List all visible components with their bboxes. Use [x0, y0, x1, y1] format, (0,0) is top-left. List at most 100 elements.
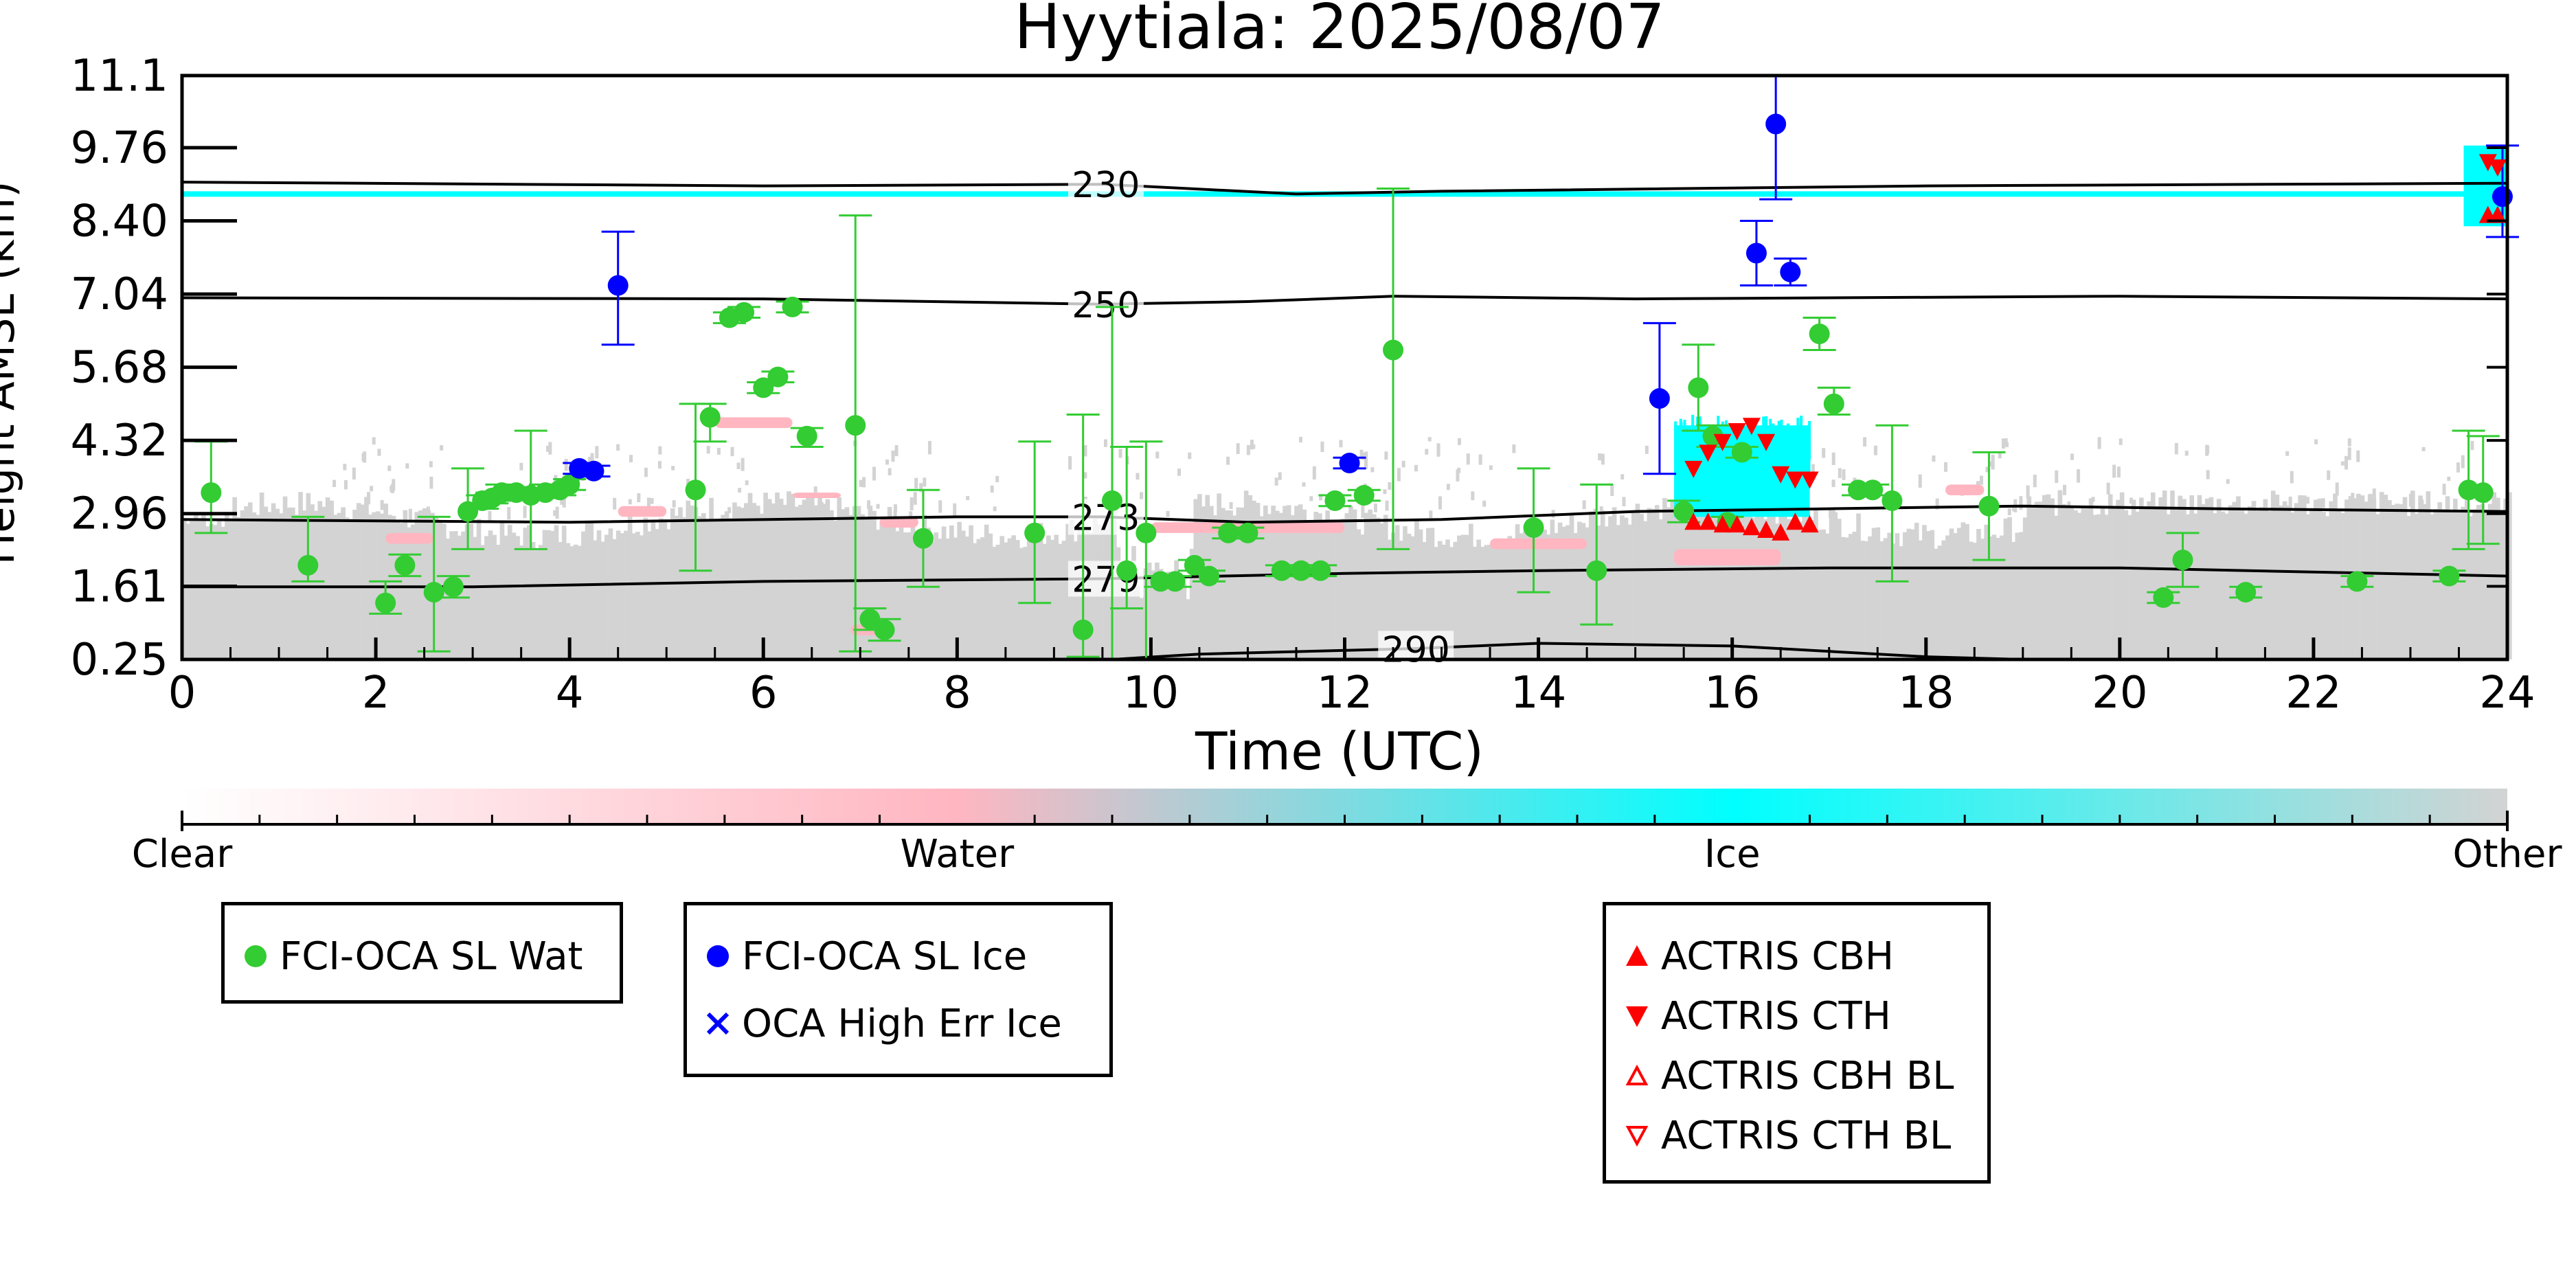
- cloud-other-column: [1817, 530, 1822, 659]
- cloud-other-column: [1991, 534, 1997, 659]
- cloud-other-column: [1166, 572, 1171, 659]
- cloud-other-column: [1809, 519, 1815, 659]
- cloud-other-column: [2387, 500, 2392, 659]
- cloud-other-speck: [1489, 465, 1493, 471]
- data-point: [1383, 339, 1404, 361]
- cloud-other-column: [2371, 497, 2377, 659]
- data-point: [874, 619, 895, 640]
- cloud-other-column: [1581, 523, 1586, 659]
- cloud-other-column: [976, 539, 982, 659]
- x-tick-label: 0: [168, 668, 196, 719]
- cloud-other-speck: [440, 444, 444, 451]
- data-point: [2439, 565, 2460, 587]
- cloud-other-speck: [555, 506, 559, 519]
- cloud-other-column: [445, 538, 451, 659]
- cloud-other-speck: [1873, 445, 1877, 455]
- cloud-other-column: [2131, 499, 2136, 659]
- x-tick-label: 10: [1123, 668, 1179, 719]
- colorbar-label: Water: [901, 832, 1015, 877]
- cloud-other-column: [1306, 521, 1311, 659]
- cloud-other-column: [2213, 513, 2217, 659]
- data-point: [1978, 495, 2000, 517]
- cloud-other-column: [504, 535, 508, 659]
- data-point: [1728, 423, 1746, 441]
- data-point: [1586, 560, 1607, 581]
- cloud-other-column: [817, 493, 822, 659]
- cloud-other-column: [1689, 492, 1695, 659]
- cloud-other-speck: [1822, 448, 1826, 458]
- cloud-other-column: [2224, 513, 2229, 659]
- cloud-other-speck: [2285, 451, 2290, 456]
- cloud-other-speck: [1385, 500, 1389, 511]
- cloud-other-column: [1534, 534, 1539, 659]
- cloud-other-speck: [2442, 484, 2446, 495]
- cloud-other-column: [883, 520, 888, 659]
- cloud-other-speck: [1991, 463, 1995, 470]
- cloud-other-speck: [2206, 470, 2210, 479]
- blue-circle-icon: [694, 936, 742, 977]
- cloud-other-column: [2204, 498, 2210, 659]
- cloud-other-column: [554, 525, 559, 659]
- x-tick-label: 4: [556, 668, 584, 719]
- cloud-ice-speck: [1721, 435, 1724, 486]
- cloud-other-column: [1340, 519, 1346, 659]
- cloud-other-speck: [2026, 485, 2030, 499]
- cloud-other-speck: [2091, 497, 2095, 502]
- cloud-other-speck: [2116, 466, 2121, 478]
- cloud-other-column: [1174, 560, 1179, 659]
- cloud-other-column: [1313, 512, 1319, 659]
- cloud-ice-speck: [1772, 423, 1775, 457]
- cloud-other-speck: [519, 462, 523, 471]
- cloud-other-column: [600, 541, 605, 659]
- x-tick-label: 20: [2092, 668, 2147, 719]
- cloud-other-speck: [2306, 497, 2310, 504]
- cloud-other-column: [674, 515, 679, 659]
- cloud-other-speck: [2033, 475, 2037, 488]
- cloud-other-speck: [352, 467, 356, 480]
- data-point: [394, 554, 416, 576]
- cloud-other-column: [651, 521, 656, 659]
- cloud-other-speck: [657, 461, 662, 469]
- cloud-other-speck: [1601, 453, 1605, 465]
- cloud-other-speck: [1364, 457, 1368, 469]
- cloud-other-speck: [1478, 454, 1482, 465]
- cloud-other-speck: [332, 479, 337, 487]
- cloud-other-column: [2069, 507, 2075, 659]
- cloud-other-column: [999, 536, 1005, 659]
- cloud-other-column: [1035, 532, 1039, 659]
- cloud-other-speck: [730, 447, 734, 457]
- cloud-other-speck: [2290, 471, 2294, 484]
- cloud-other-column: [2433, 509, 2439, 659]
- cloud-other-speck: [876, 504, 880, 509]
- cloud-other-column: [344, 517, 350, 659]
- cloud-other-column: [833, 521, 838, 659]
- cloud-other-speck: [2372, 488, 2376, 500]
- cloud-other-column: [1368, 509, 1372, 659]
- cloud-other-column: [1162, 587, 1167, 659]
- cloud-other-column: [1895, 533, 1900, 659]
- data-point: [782, 296, 803, 317]
- data-point: [423, 582, 444, 603]
- cloud-other-column: [488, 530, 493, 659]
- cloud-other-speck: [408, 508, 412, 523]
- cloud-other-column: [1182, 583, 1187, 659]
- data-point: [1786, 512, 1805, 530]
- cloud-other-speck: [893, 510, 897, 523]
- cloud-other-speck: [560, 499, 564, 505]
- series-fci-oca-sl-ice: [563, 74, 2519, 482]
- cloud-other-speck: [2344, 455, 2348, 470]
- data-series: [194, 74, 2519, 661]
- cloud-other-speck: [2288, 496, 2292, 510]
- cloud-other-column: [1728, 512, 1733, 659]
- cloud-other-column: [1193, 499, 1199, 659]
- cloud-other-column: [662, 519, 668, 659]
- cloud-other-speck: [1935, 498, 1939, 510]
- data-point: [2235, 582, 2257, 603]
- cloud-other-column: [1755, 508, 1761, 659]
- cloud-other-column: [275, 508, 280, 659]
- cloud-other-column: [1557, 522, 1563, 659]
- cloud-other-column: [581, 531, 586, 659]
- axis-ticks: 0 2 4 6 8 10 12 14 16 18 20 22 240.251.612.964.325.6…: [71, 51, 2535, 719]
- data-point: [2153, 587, 2174, 608]
- cloud-other-column: [1224, 510, 1230, 659]
